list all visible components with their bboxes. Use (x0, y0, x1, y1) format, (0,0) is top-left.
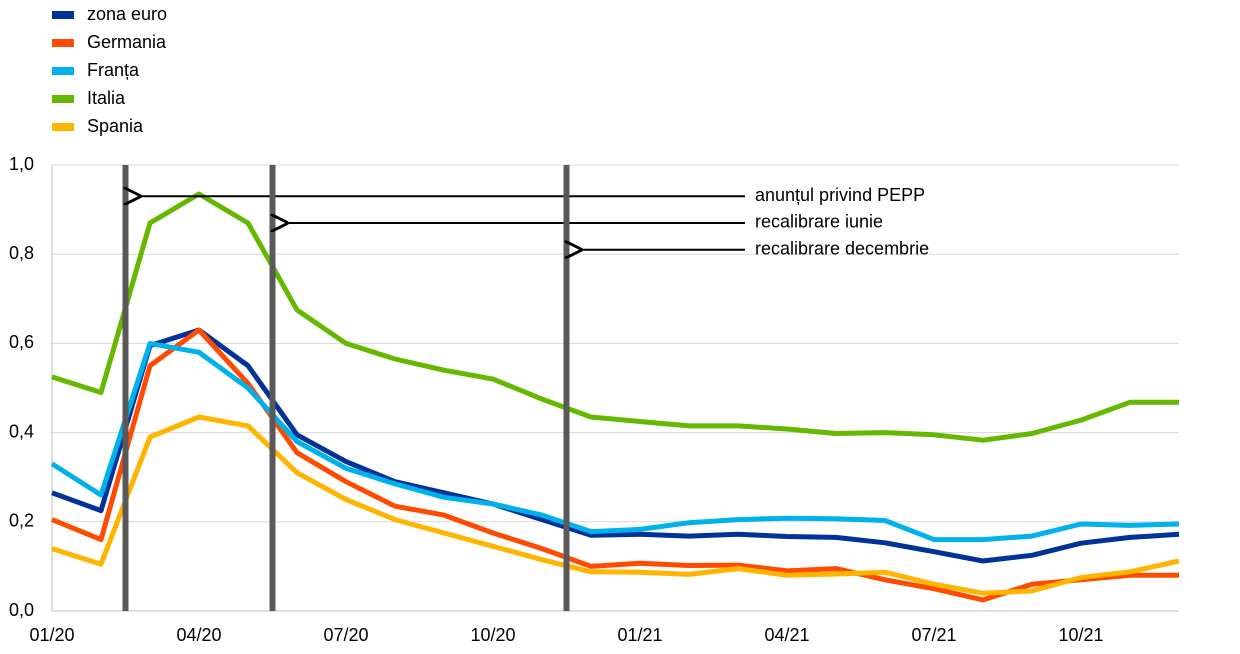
x-tick-label: 07/20 (323, 625, 368, 645)
series-line (51, 327, 1180, 564)
x-tick-label: 10/20 (470, 625, 515, 645)
legend-swatch (52, 11, 74, 19)
legend-swatch (52, 123, 74, 131)
x-tick-label: 01/21 (617, 625, 662, 645)
y-tick-label: 0,2 (9, 511, 34, 531)
legend-swatch (52, 67, 74, 75)
x-tick-label: 04/21 (764, 625, 809, 645)
y-tick-label: 1,0 (9, 154, 34, 174)
y-tick-label: 0,0 (9, 600, 34, 620)
annotation-label: anunțul privind PEPP (755, 185, 925, 205)
annotation-label: recalibrare decembrie (755, 238, 929, 258)
legend-swatch (52, 39, 74, 47)
x-tick-label: 04/20 (176, 625, 221, 645)
legend-label: Spania (87, 116, 144, 136)
y-tick-label: 0,8 (9, 243, 34, 263)
y-tick-label: 0,4 (9, 421, 34, 441)
series-line (51, 191, 1179, 443)
legend-swatch (52, 95, 74, 103)
series-line (51, 414, 1180, 596)
x-tick-label: 01/20 (29, 625, 74, 645)
x-tick-label: 10/21 (1058, 625, 1103, 645)
annotation-label: recalibrare iunie (755, 212, 883, 232)
legend-label: Italia (87, 88, 126, 108)
legend-label: Germania (87, 32, 167, 52)
x-tick-label: 07/21 (911, 625, 956, 645)
legend-label: Franța (87, 60, 140, 80)
y-tick-label: 0,6 (9, 332, 34, 352)
legend-label: zona euro (87, 4, 167, 24)
series-line (50, 340, 1180, 543)
series-line (51, 327, 1179, 603)
